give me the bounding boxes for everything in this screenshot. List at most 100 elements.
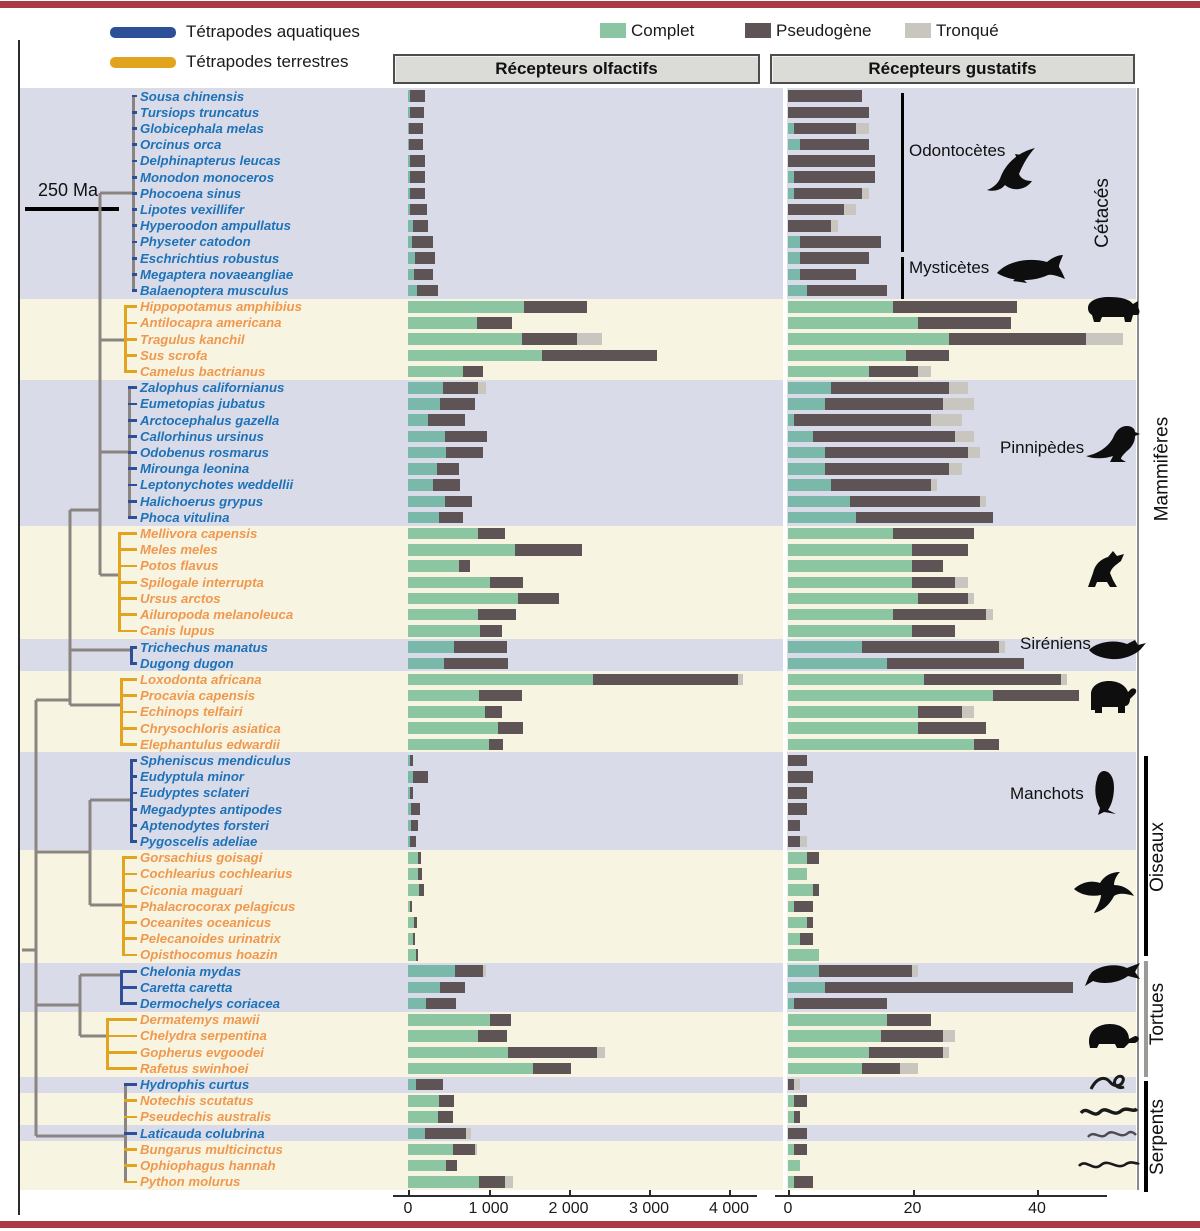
axis-tick — [1037, 1190, 1039, 1195]
olfactory-segment-complet — [408, 203, 411, 216]
olfactory-segment-pseudogene — [412, 933, 416, 945]
gustatory-bar — [788, 365, 931, 378]
olfactory-segment-tronque — [465, 1127, 471, 1140]
tree-tip — [128, 483, 137, 487]
top-border — [0, 1, 1200, 8]
gustatory-segment-pseudogene — [893, 527, 974, 540]
gustatory-bar — [788, 382, 968, 394]
species-label: Balaenoptera musculus — [140, 282, 289, 298]
olfactory-bar — [408, 738, 503, 751]
phylogenetic-tree — [22, 191, 132, 1138]
olfactory-segment-pseudogene — [410, 900, 412, 913]
gustatory-bar — [788, 1127, 807, 1140]
gustatory-segment-complet — [788, 706, 919, 718]
species-label: Phalacrocorax pelagicus — [140, 898, 296, 914]
gustatory-panel-header: Récepteurs gustatifs — [770, 54, 1135, 84]
gustatory-segment-complet — [788, 560, 912, 572]
olfactory-bar — [408, 511, 464, 524]
axis-tick-label: 0 — [403, 1200, 413, 1217]
gustatory-bar — [788, 90, 863, 102]
olfactory-segment-complet — [408, 398, 440, 410]
gustatory-bar — [788, 771, 813, 783]
gustatory-bar — [788, 430, 974, 443]
olfactory-bar — [408, 592, 560, 605]
olfactory-segment-complet — [408, 722, 499, 734]
gustatory-segment-complet — [788, 479, 832, 491]
olfactory-segment-complet — [408, 673, 594, 686]
gustatory-segment-pseudogene — [992, 689, 1080, 702]
gustatory-segment-pseudogene — [825, 398, 943, 410]
olfactory-segment-complet — [408, 900, 411, 913]
olfactory-segment-tronque — [483, 965, 486, 977]
species-label: Chelydra serpentina — [140, 1028, 267, 1044]
olfactory-bar — [408, 544, 583, 556]
species-label: Ciconia maguari — [140, 882, 243, 898]
olfactory-segment-complet — [408, 90, 410, 102]
gustatory-bar — [788, 511, 993, 524]
olfactory-segment-tronque — [576, 333, 602, 345]
olfactory-segment-complet — [408, 689, 480, 702]
species-label: Chrysochloris asiatica — [140, 720, 281, 736]
gustatory-segment-complet — [788, 463, 826, 475]
gustatory-segment-pseudogene — [862, 641, 999, 653]
gustatory-segment-pseudogene — [893, 608, 987, 621]
gustatory-bar — [788, 868, 807, 880]
group-label-mammiferes: Mammifères — [1151, 416, 1173, 522]
olfactory-segment-pseudogene — [508, 1046, 597, 1058]
olfactory-segment-pseudogene — [532, 1062, 571, 1075]
species-label: Loxodonta africana — [140, 671, 262, 687]
tree-tip — [132, 175, 137, 179]
gustatory-segment-pseudogene — [788, 835, 801, 848]
olfactory-segment-complet — [408, 916, 415, 929]
axis-tick — [912, 1190, 915, 1195]
olfactory-segment-pseudogene — [452, 1143, 476, 1156]
tree-tip — [124, 321, 137, 325]
olfactory-bar — [408, 657, 508, 670]
olfactory-segment-pseudogene — [479, 689, 522, 702]
olfactory-bar — [408, 835, 416, 848]
gustatory-segment-complet — [788, 138, 801, 151]
tree-tip — [118, 532, 137, 536]
tree-tip — [130, 823, 137, 827]
gustatory-segment-pseudogene — [800, 236, 881, 248]
gustatory-segment-pseudogene — [794, 414, 931, 426]
oiseaux-bracket — [1144, 756, 1148, 956]
species-label: Ailuropoda melanoleuca — [140, 607, 294, 623]
gustatory-bar — [788, 884, 819, 896]
gustatory-segment-pseudogene — [974, 738, 999, 751]
species-label: Chelonia mydas — [140, 963, 242, 979]
gustatory-segment-tronque — [843, 203, 857, 216]
olfactory-bar — [408, 1127, 471, 1140]
olfactory-segment-complet — [408, 122, 410, 135]
olfactory-bar — [408, 560, 470, 572]
snake-icon-2 — [1087, 1130, 1137, 1138]
olfactory-segment-complet — [408, 949, 416, 961]
gustatory-bar — [788, 819, 801, 832]
olfactory-bar — [408, 382, 487, 394]
axis-tick-label: 1 000 — [468, 1200, 509, 1217]
gustatory-segment-pseudogene — [794, 171, 875, 183]
axis-tick-label: 4 000 — [708, 1200, 750, 1217]
gustatory-segment-tronque — [930, 479, 937, 491]
olfactory-bar — [408, 268, 433, 281]
gustatory-segment-complet — [788, 430, 813, 443]
truncated-legend-label: Tronqué — [936, 21, 999, 40]
olfactory-segment-complet — [408, 220, 413, 232]
species-label: Ursus arctos — [140, 590, 221, 606]
tree-tip — [132, 159, 137, 163]
terrestrial-legend-swatch — [110, 57, 176, 68]
olfactory-segment-pseudogene — [426, 997, 456, 1010]
olfactory-bar — [408, 349, 657, 362]
gustatory-segment-complet — [788, 673, 925, 686]
pig-icon — [1088, 297, 1140, 322]
olfactory-bar — [408, 446, 484, 459]
gustatory-segment-pseudogene — [918, 722, 987, 734]
olfactory-segment-complet — [408, 933, 413, 945]
olfactory-bar — [408, 1159, 457, 1172]
olfactory-bar — [408, 527, 505, 540]
olfactory-segment-pseudogene — [409, 122, 424, 135]
tree-tip — [124, 1180, 137, 1184]
olfactory-segment-complet — [408, 1143, 453, 1156]
coiled-snake-icon — [1089, 1074, 1125, 1090]
olfactory-bar — [408, 301, 588, 313]
